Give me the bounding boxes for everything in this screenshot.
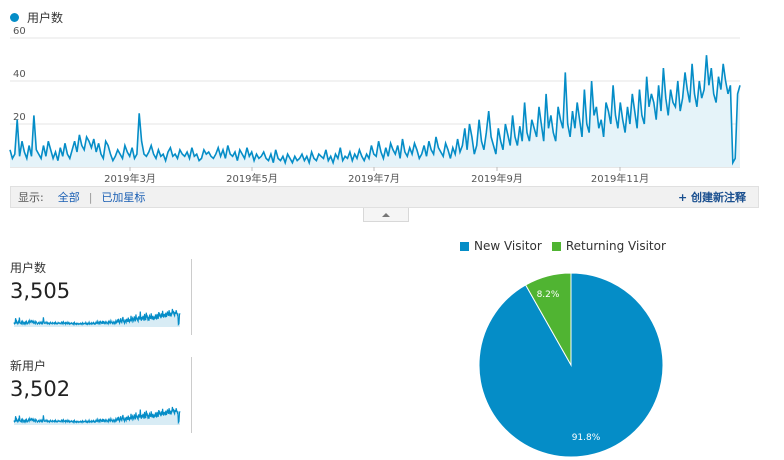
metric-users[interactable]: 用户数 3,505 <box>10 259 194 337</box>
sparkline-line <box>13 406 181 425</box>
y-tick-label: 40 <box>13 69 26 80</box>
series-line[interactable] <box>9 55 741 166</box>
filter-starred-link[interactable]: 已加星标 <box>101 191 146 204</box>
show-label: 显示: <box>18 191 44 204</box>
x-tick-label: 2019年7月 <box>348 172 400 185</box>
metric-value: 3,505 <box>10 279 71 303</box>
separator: | <box>88 190 93 204</box>
legend-label-returning: Returning Visitor <box>565 239 666 253</box>
x-tick-label: 2019年5月 <box>226 172 278 185</box>
visitor-pie-chart[interactable]: 91.8% 8.2% <box>476 270 666 460</box>
divider <box>191 259 192 335</box>
metric-value: 3,502 <box>10 377 71 401</box>
series-area <box>10 55 740 168</box>
pie-label-returning: 8.2% <box>537 290 560 300</box>
chart-legend[interactable]: 用户数 <box>10 8 63 26</box>
metric-new-users[interactable]: 新用户 3,502 <box>10 357 194 435</box>
pie-label-new: 91.8% <box>572 433 601 443</box>
y-tick-label: 60 <box>13 26 26 37</box>
sparkline-line <box>13 308 181 327</box>
users-line-chart[interactable]: 60 40 20 2019年3月 2019年5月 2019年7月 2019年9月 2019年1… <box>0 24 784 190</box>
legend-swatch-icon <box>460 241 469 251</box>
collapse-toggle[interactable] <box>363 208 409 222</box>
pie-legend: New Visitor Returning Visitor <box>460 239 676 253</box>
chevron-up-icon <box>382 212 390 217</box>
legend-item-new[interactable]: New Visitor <box>460 239 542 253</box>
divider <box>191 357 192 433</box>
y-tick-label: 20 <box>13 112 26 123</box>
x-tick-label: 2019年9月 <box>471 172 523 185</box>
x-tick-label: 2019年11月 <box>591 172 649 185</box>
metric-label: 新用户 <box>10 359 47 373</box>
filter-all-link[interactable]: 全部 <box>57 191 80 204</box>
legend-swatch-icon <box>551 241 561 251</box>
legend-label-new: New Visitor <box>474 239 542 253</box>
sparkline-users <box>13 308 181 327</box>
create-annotation-button[interactable]: + 创建新注释 <box>677 191 746 204</box>
pie-slice-returning-visitor[interactable] <box>524 272 572 367</box>
annotation-bar: 显示: 全部 | 已加星标 + 创建新注释 <box>10 186 759 208</box>
legend-item-returning[interactable]: Returning Visitor <box>551 239 666 253</box>
metric-label: 用户数 <box>10 261 47 275</box>
legend-dot-icon <box>10 12 19 22</box>
x-tick-label: 2019年3月 <box>104 172 156 185</box>
legend-label: 用户数 <box>27 10 64 25</box>
sparkline-new-users <box>13 406 181 425</box>
